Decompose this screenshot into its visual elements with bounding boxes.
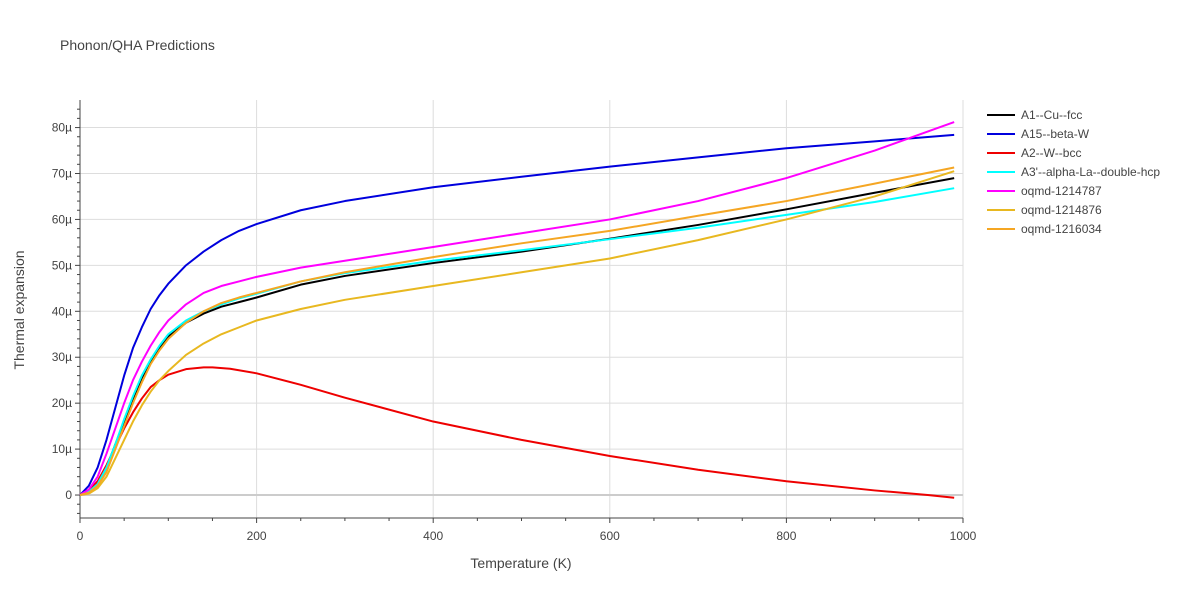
y-tick-label: 60µ [52,212,72,226]
legend-label: oqmd-1216034 [1021,222,1102,236]
legend-item[interactable]: A2--W--bcc [987,146,1081,160]
y-tick-label: 80µ [52,121,72,135]
x-tick-label: 600 [600,529,620,543]
y-tick-label: 30µ [52,350,72,364]
legend-label: A15--beta-W [1021,127,1090,141]
chart-title: Phonon/QHA Predictions [60,37,215,53]
x-tick-label: 200 [247,529,267,543]
legend-item[interactable]: A3'--alpha-La--double-hcp [987,165,1160,179]
legend-item[interactable]: A15--beta-W [987,127,1090,141]
x-tick-label: 1000 [950,529,977,543]
y-tick-label: 10µ [52,442,72,456]
series-line-5 [79,121,955,496]
legend-label: A1--Cu--fcc [1021,108,1082,122]
y-tick-label: 40µ [52,304,72,318]
y-tick-label: 0 [65,488,72,502]
series-line-7 [79,166,955,496]
series-line-1 [79,177,955,496]
series-layer [79,121,955,499]
series-line-2 [79,133,955,496]
grid-layer [80,100,964,518]
legend[interactable]: A1--Cu--fcc A15--beta-W A2--W--bcc A3'--alp… [987,108,1160,236]
legend-item[interactable]: A1--Cu--fcc [987,108,1082,122]
x-tick-label: 800 [776,529,796,543]
x-axis-label: Temperature (K) [470,555,571,571]
x-tick-label: 0 [77,529,84,543]
axis-layer: 0 200 400 600 800 1000 0 10µ 20µ 30µ 40µ 50µ 60µ 70µ 8… [52,100,977,543]
legend-item[interactable]: oqmd-1214876 [987,203,1102,217]
legend-label: A2--W--bcc [1021,146,1081,160]
legend-label: oqmd-1214876 [1021,203,1102,217]
y-axis-label: Thermal expansion [11,250,27,369]
y-tick-label: 70µ [52,166,72,180]
y-tick-label: 20µ [52,396,72,410]
legend-label: A3'--alpha-La--double-hcp [1021,165,1160,179]
x-tick-label: 400 [423,529,443,543]
y-tick-label: 50µ [52,258,72,272]
legend-label: oqmd-1214787 [1021,184,1102,198]
legend-item[interactable]: oqmd-1216034 [987,222,1102,236]
legend-item[interactable]: oqmd-1214787 [987,184,1102,198]
series-line-3 [79,366,955,499]
series-line-6 [79,170,955,497]
